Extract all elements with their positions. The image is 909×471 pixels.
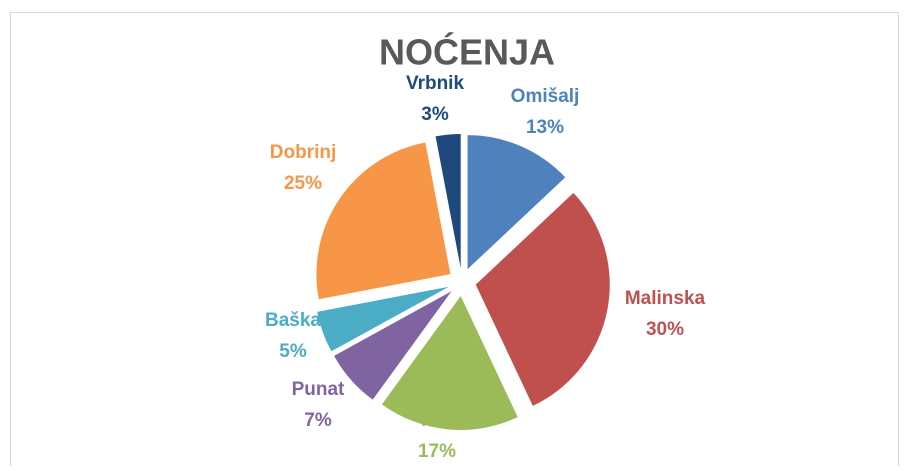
chart-title: NOĆENJA	[379, 31, 555, 73]
slice-value: 13%	[526, 117, 564, 138]
pie-slice	[317, 286, 449, 352]
slice-value: 17%	[418, 441, 456, 462]
slice-name: Vrbnik	[406, 73, 465, 94]
slice-value: 7%	[304, 410, 332, 431]
pie-slice	[435, 134, 461, 269]
pie-slice	[334, 291, 452, 400]
slice-value: 5%	[279, 341, 307, 362]
slice-name: Dobrinj	[270, 142, 337, 163]
pie-slice	[467, 135, 566, 270]
slice-name: Baška	[265, 310, 321, 331]
slice-value: 30%	[646, 319, 684, 340]
slice-value: 25%	[284, 173, 322, 194]
slice-value: 3%	[421, 104, 449, 125]
slice-name: Omišalj	[511, 86, 580, 107]
pie-slice	[316, 142, 451, 300]
pie-slice	[475, 192, 610, 406]
slice-name: Malinska	[625, 288, 706, 309]
slice-name: Krk	[421, 410, 453, 431]
pie-slice	[381, 295, 518, 430]
slice-name: Punat	[292, 379, 345, 400]
